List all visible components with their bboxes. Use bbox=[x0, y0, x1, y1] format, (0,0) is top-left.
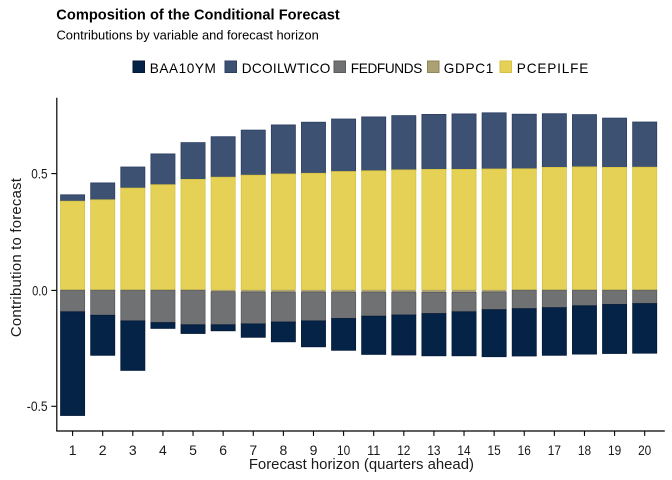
svg-text:4: 4 bbox=[159, 442, 167, 458]
svg-text:5: 5 bbox=[189, 442, 197, 458]
svg-text:0.5: 0.5 bbox=[31, 166, 48, 182]
svg-text:7: 7 bbox=[249, 442, 257, 458]
svg-text:FEDFUNDS: FEDFUNDS bbox=[351, 61, 423, 76]
svg-text:17: 17 bbox=[548, 442, 561, 458]
svg-text:PCEPILFE: PCEPILFE bbox=[517, 61, 589, 76]
svg-text:12: 12 bbox=[397, 442, 410, 458]
svg-text:2: 2 bbox=[99, 442, 107, 458]
svg-text:1: 1 bbox=[69, 442, 77, 458]
svg-text:0.0: 0.0 bbox=[32, 282, 48, 298]
svg-text:8: 8 bbox=[279, 442, 287, 458]
svg-text:15: 15 bbox=[488, 442, 501, 458]
svg-text:Contributions by variable and: Contributions by variable and forecast h… bbox=[57, 27, 319, 42]
svg-text:3: 3 bbox=[129, 442, 137, 458]
svg-text:10: 10 bbox=[337, 442, 350, 458]
svg-text:GDPC1: GDPC1 bbox=[444, 61, 494, 76]
svg-text:14: 14 bbox=[457, 442, 470, 458]
svg-text:6: 6 bbox=[219, 442, 227, 458]
svg-text:BAA10YM: BAA10YM bbox=[150, 61, 216, 76]
svg-text:Contribution to forecast: Contribution to forecast bbox=[9, 177, 25, 337]
svg-text:DCOILWTICO: DCOILWTICO bbox=[242, 61, 330, 76]
svg-text:16: 16 bbox=[518, 442, 531, 458]
svg-text:Composition of the Conditional: Composition of the Conditional Forecast bbox=[56, 8, 340, 24]
svg-text:18: 18 bbox=[578, 442, 591, 458]
svg-text:20: 20 bbox=[638, 442, 651, 458]
svg-text:11: 11 bbox=[367, 442, 380, 458]
svg-text:-0.5: -0.5 bbox=[27, 398, 48, 414]
svg-text:19: 19 bbox=[608, 442, 621, 458]
svg-text:13: 13 bbox=[427, 442, 440, 458]
svg-text:Forecast horizon (quarters ahe: Forecast horizon (quarters ahead) bbox=[249, 457, 474, 473]
svg-text:9: 9 bbox=[310, 442, 318, 458]
